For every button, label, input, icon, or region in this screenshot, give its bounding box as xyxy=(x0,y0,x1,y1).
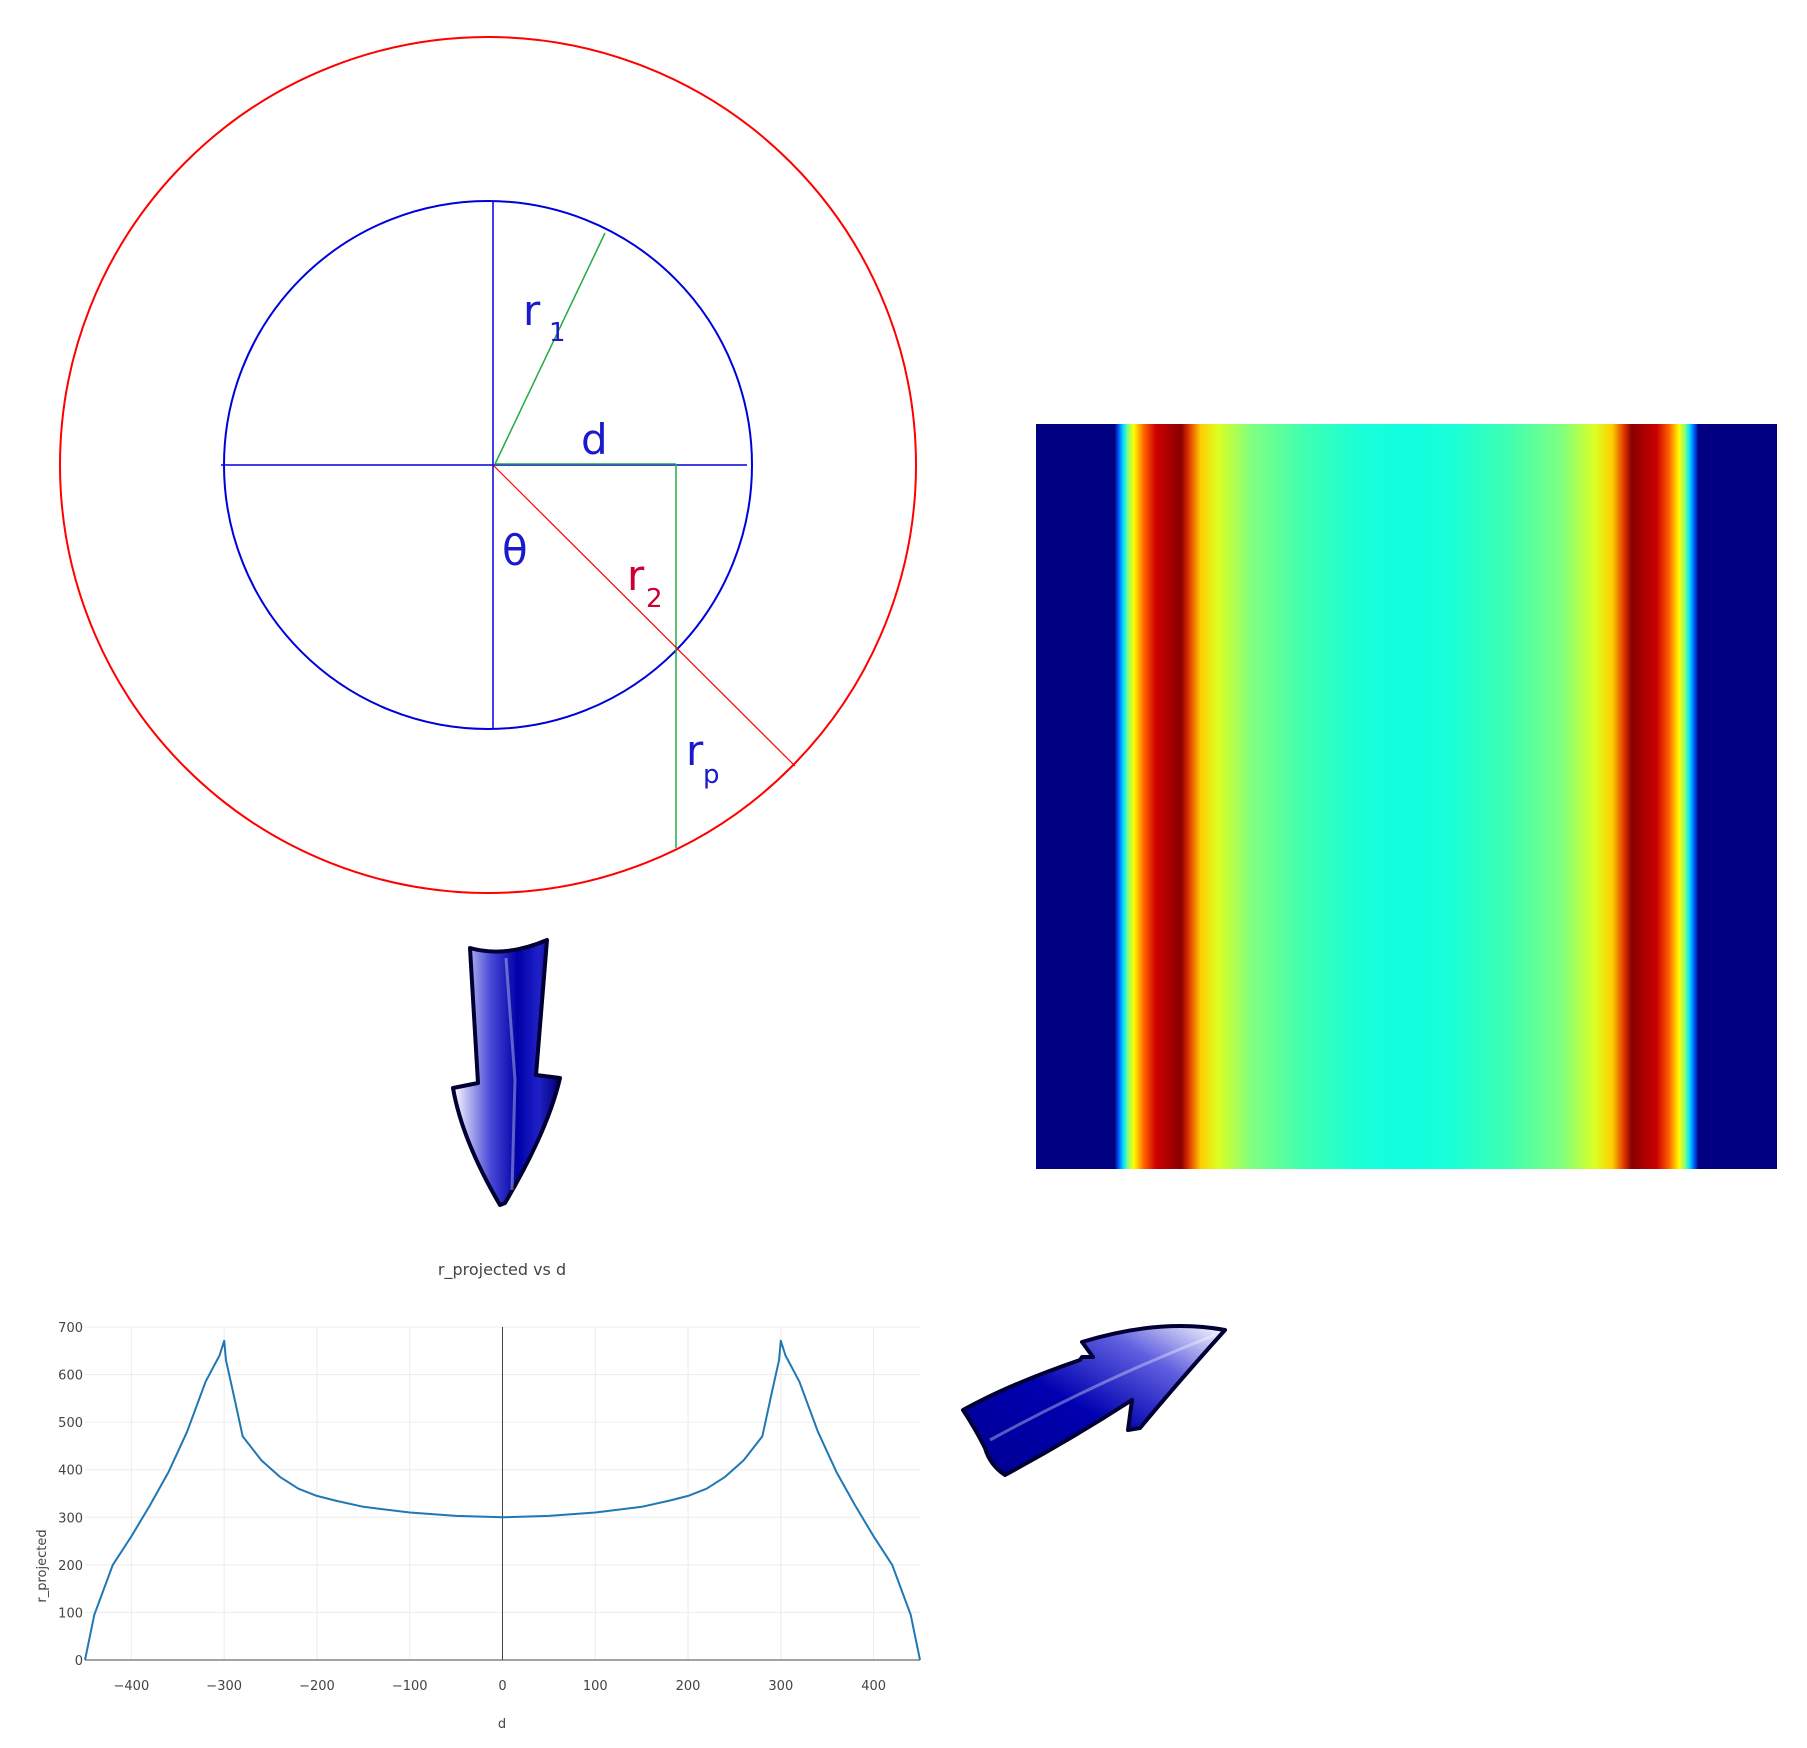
chart-axes xyxy=(85,1327,920,1661)
chart-tick-labels: −400 −300 −200 −100 0 100 200 300 400 0 100 200 300 4… xyxy=(58,1321,886,1694)
label-r2: r 2 xyxy=(627,551,663,614)
y-tick-label: 0 xyxy=(75,1654,83,1669)
label-r1-sub: 1 xyxy=(549,318,566,348)
label-r1: r 1 xyxy=(523,286,566,348)
label-r2-main: r xyxy=(627,551,645,600)
x-tick-label: 200 xyxy=(676,1679,701,1694)
y-tick-label: 700 xyxy=(58,1321,83,1336)
colormap-image xyxy=(1036,424,1777,1169)
y-tick-label: 400 xyxy=(58,1464,83,1479)
r2-line xyxy=(492,464,796,767)
x-tick-label: 0 xyxy=(498,1679,506,1694)
label-r1-main: r xyxy=(523,286,541,335)
chart-series xyxy=(84,1339,921,1661)
arrow-up-right-icon xyxy=(961,1324,1227,1477)
x-axis-label: d xyxy=(498,1717,506,1732)
x-tick-label: 300 xyxy=(768,1679,793,1694)
r-projected-chart: r_projected vs d −400 −300 −200 −100 0 100 200… xyxy=(35,1260,921,1732)
geometry-diagram: r 1 d θ r 2 r p xyxy=(59,36,917,894)
x-tick-label: 100 xyxy=(583,1679,608,1694)
x-tick-label: −400 xyxy=(114,1679,150,1694)
r-projected-line xyxy=(84,1339,921,1661)
y-tick-label: 500 xyxy=(58,1416,83,1431)
x-tick-label: −200 xyxy=(299,1679,335,1694)
label-theta: θ xyxy=(502,526,528,575)
label-rp-main: r xyxy=(686,726,704,775)
label-r2-sub: 2 xyxy=(646,584,663,614)
y-tick-label: 600 xyxy=(58,1369,83,1384)
r1-line xyxy=(494,232,606,465)
label-d: d xyxy=(581,415,608,464)
y-axis-label: r_projected xyxy=(35,1529,50,1602)
chart-title: r_projected vs d xyxy=(438,1260,566,1280)
arrow-down-icon xyxy=(451,938,562,1207)
label-rp: r p xyxy=(686,726,720,790)
x-tick-label: 400 xyxy=(861,1679,886,1694)
y-tick-label: 200 xyxy=(58,1559,83,1574)
x-tick-label: −100 xyxy=(392,1679,428,1694)
y-tick-label: 300 xyxy=(58,1511,83,1526)
outer-circle xyxy=(59,36,917,894)
label-rp-sub: p xyxy=(703,760,720,790)
x-tick-label: −300 xyxy=(206,1679,242,1694)
y-tick-label: 100 xyxy=(58,1606,83,1621)
